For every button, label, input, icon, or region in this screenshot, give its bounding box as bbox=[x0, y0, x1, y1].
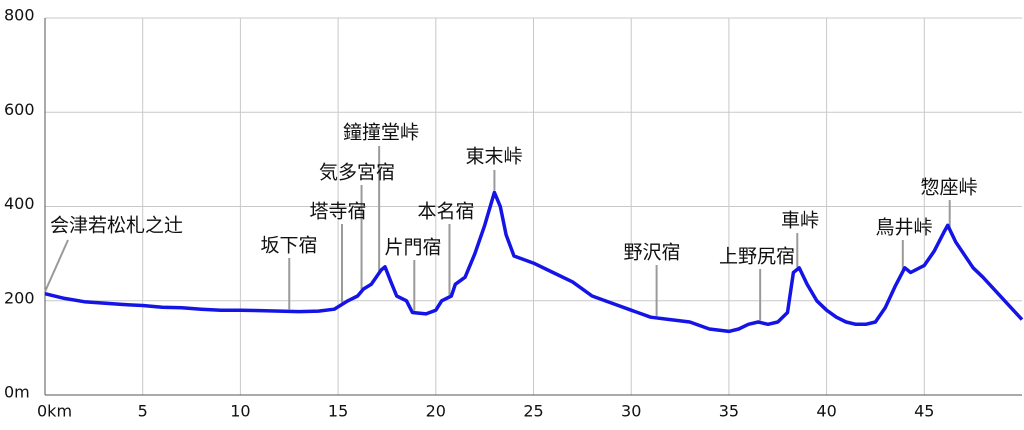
y-tick-label: 200 bbox=[4, 288, 35, 307]
annotation-label: 坂下宿 bbox=[260, 235, 317, 257]
annotation-label: 本名宿 bbox=[417, 201, 474, 223]
x-tick-label: 10 bbox=[230, 402, 250, 421]
annotation-label: 気多宮宿 bbox=[319, 162, 395, 184]
annotation-label: 鐘撞堂峠 bbox=[343, 122, 419, 144]
annotation-label: 塔寺宿 bbox=[309, 201, 366, 223]
annotation-pointer bbox=[44, 239, 69, 293]
annotation-label: 東末峠 bbox=[465, 146, 522, 168]
annotation-label: 会津若松札之辻 bbox=[50, 215, 183, 237]
annotation-label: 上野尻宿 bbox=[719, 246, 795, 268]
y-tick-label: 800 bbox=[4, 6, 35, 25]
x-tick-label: 25 bbox=[523, 402, 543, 421]
annotation-label: 野沢宿 bbox=[623, 242, 680, 264]
y-tick-label: 400 bbox=[4, 194, 35, 213]
elevation-line bbox=[44, 190, 1024, 334]
x-tick-label: 20 bbox=[426, 402, 446, 421]
y-tick-label: 0m bbox=[4, 383, 30, 402]
x-tick-label: 35 bbox=[719, 402, 739, 421]
x-tick-label: 5 bbox=[138, 402, 148, 421]
x-tick-label: 0km bbox=[37, 402, 72, 421]
annotation-label: 鳥井峠 bbox=[875, 217, 932, 239]
x-tick-label: 45 bbox=[914, 402, 934, 421]
y-tick-label: 600 bbox=[4, 100, 35, 119]
annotation-label: 片門宿 bbox=[384, 237, 441, 259]
annotation-label: 車峠 bbox=[781, 210, 819, 232]
x-tick-label: 15 bbox=[328, 402, 348, 421]
x-tick-label: 40 bbox=[816, 402, 836, 421]
annotation-label: 惣座峠 bbox=[920, 177, 977, 199]
x-tick-label: 30 bbox=[621, 402, 641, 421]
